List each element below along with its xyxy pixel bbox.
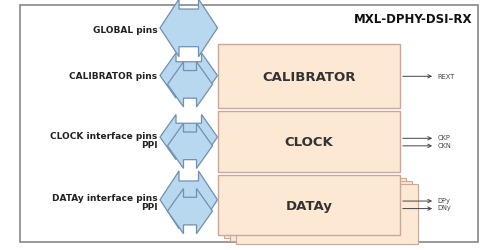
Text: DATAy interface pins: DATAy interface pins: [52, 194, 158, 202]
Bar: [224, 178, 406, 238]
Text: CKP: CKP: [438, 134, 450, 140]
Text: CLOCK: CLOCK: [284, 136, 333, 148]
Text: PPI: PPI: [141, 140, 158, 149]
Text: CALIBRATOR pins: CALIBRATOR pins: [70, 72, 158, 81]
Polygon shape: [160, 0, 218, 58]
Text: REXT: REXT: [438, 74, 455, 80]
Polygon shape: [160, 54, 218, 99]
Text: DATAy: DATAy: [286, 199, 332, 212]
Polygon shape: [160, 115, 218, 160]
Polygon shape: [168, 124, 212, 169]
Text: CALIBRATOR: CALIBRATOR: [262, 70, 356, 83]
Polygon shape: [168, 62, 212, 108]
Bar: [218, 111, 400, 172]
Bar: [236, 184, 418, 244]
Text: DNy: DNy: [438, 204, 451, 210]
Bar: [218, 45, 400, 109]
Polygon shape: [160, 171, 218, 229]
Text: GLOBAL pins: GLOBAL pins: [93, 26, 158, 35]
Bar: [230, 182, 412, 242]
Text: MXL-DPHY-DSI-RX: MXL-DPHY-DSI-RX: [354, 12, 472, 26]
Text: DPy: DPy: [438, 197, 450, 203]
Polygon shape: [168, 189, 212, 234]
Text: PPI: PPI: [141, 202, 158, 211]
Text: CKN: CKN: [438, 142, 451, 148]
Text: CLOCK interface pins: CLOCK interface pins: [50, 131, 158, 140]
Bar: [218, 176, 400, 236]
